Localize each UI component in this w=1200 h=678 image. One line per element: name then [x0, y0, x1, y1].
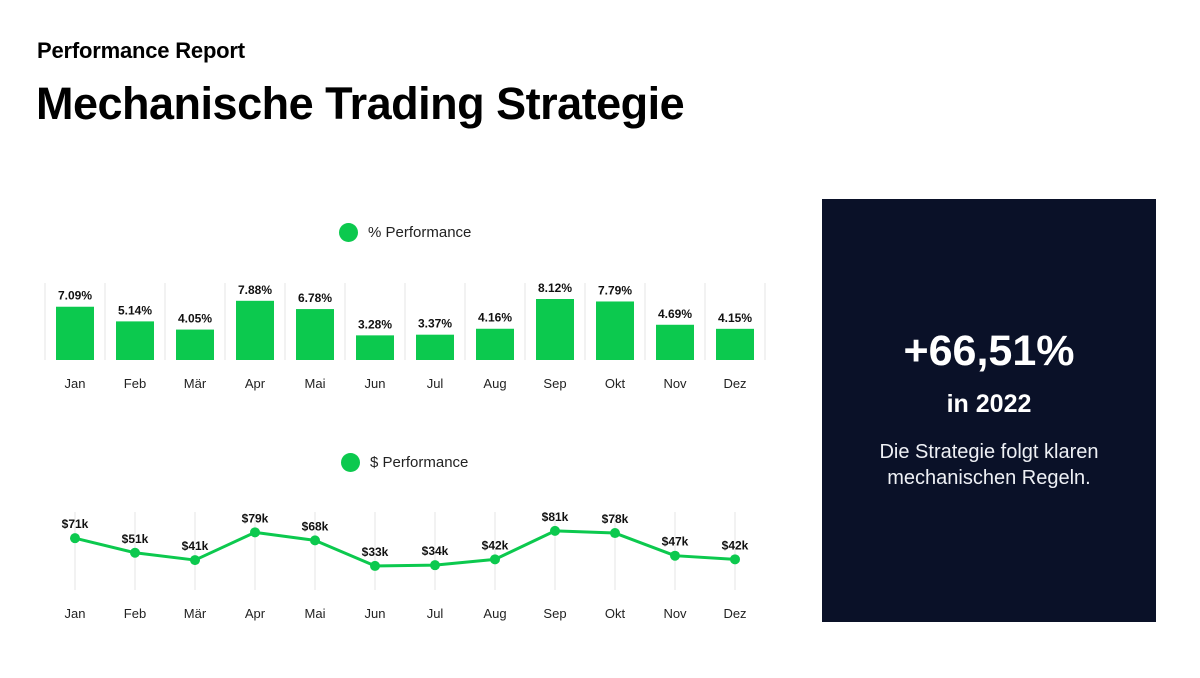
- bar-sep: [536, 299, 574, 360]
- bar-value-label: 5.14%: [118, 303, 152, 317]
- bar-value-label: 4.16%: [478, 311, 512, 325]
- kpi-period: in 2022: [946, 390, 1032, 418]
- line-point-feb: [130, 547, 140, 558]
- line-point-okt: [610, 528, 620, 539]
- line-point-apr: [250, 527, 260, 538]
- line-x-tick-label: Apr: [245, 606, 266, 621]
- line-value-label: $71k: [62, 517, 89, 531]
- bar-apr: [236, 300, 274, 360]
- line-chart-legend-label: $ Performance: [370, 454, 469, 471]
- line-value-label: $41k: [182, 539, 209, 553]
- bar-x-tick-label: Aug: [483, 376, 506, 391]
- bar-nov: [656, 324, 694, 360]
- line-value-label: $68k: [302, 519, 329, 533]
- kpi-panel: +66,51% in 2022 Die Strategie folgt klar…: [822, 199, 1156, 622]
- bar-x-tick-label: Jan: [65, 376, 86, 391]
- bar-x-tick-label: Jun: [365, 376, 386, 391]
- bar-value-label: 3.37%: [418, 317, 452, 331]
- line-x-tick-label: Mär: [184, 606, 207, 621]
- bar-value-label: 8.12%: [538, 281, 572, 295]
- legend-dot-icon: [339, 223, 358, 242]
- bar-value-label: 7.88%: [238, 283, 272, 297]
- bar-okt: [596, 301, 634, 360]
- line-x-tick-label: Sep: [543, 606, 566, 621]
- line-x-tick-label: Nov: [663, 606, 687, 621]
- line-point-mai: [310, 535, 320, 546]
- report-subtitle: Performance Report: [37, 38, 245, 63]
- bar-x-tick-label: Nov: [663, 376, 687, 391]
- bar-value-label: 3.28%: [358, 317, 392, 331]
- charts-svg: 7.09% Jan 5.14% Feb 4.05% Mär 7.88% Apr 6.78% Mai…: [44, 281, 766, 621]
- bar-value-label: 4.15%: [718, 311, 752, 325]
- line-point-jun: [370, 560, 380, 571]
- line-point-aug: [490, 554, 500, 565]
- line-value-label: $33k: [362, 545, 389, 559]
- bar-jun: [356, 335, 394, 360]
- line-point-dez: [730, 554, 740, 565]
- bar-x-tick-label: Mai: [305, 376, 326, 391]
- line-value-label: $47k: [662, 535, 689, 549]
- line-point-sep: [550, 525, 560, 536]
- line-point-mär: [190, 555, 200, 566]
- bar-x-tick-label: Apr: [245, 376, 266, 391]
- bar-mär: [176, 329, 214, 360]
- line-value-label: $42k: [482, 538, 509, 552]
- line-x-tick-label: Aug: [483, 606, 506, 621]
- line-x-tick-label: Okt: [605, 606, 626, 621]
- line-point-jan: [70, 533, 80, 544]
- line-x-tick-label: Mai: [305, 606, 326, 621]
- bar-x-tick-label: Sep: [543, 376, 566, 391]
- line-value-label: $81k: [542, 510, 569, 524]
- line-x-tick-label: Feb: [124, 606, 146, 621]
- bar-chart-legend-label: % Performance: [368, 224, 472, 241]
- line-x-tick-label: Jun: [365, 606, 386, 621]
- bar-x-tick-label: Dez: [723, 376, 746, 391]
- line-point-nov: [670, 550, 680, 561]
- page-title: Mechanische Trading Strategie: [36, 78, 685, 129]
- bar-dez: [716, 328, 754, 360]
- bar-x-tick-label: Mär: [184, 376, 207, 391]
- line-point-jul: [430, 560, 440, 571]
- bar-feb: [116, 321, 154, 360]
- line-value-label: $78k: [602, 512, 629, 526]
- bar-value-label: 4.05%: [178, 312, 212, 326]
- bar-value-label: 6.78%: [298, 291, 332, 305]
- line-x-tick-label: Dez: [723, 606, 746, 621]
- kpi-description: Die Strategie folgt klaren mechanischen …: [879, 441, 1099, 489]
- bar-x-tick-label: Okt: [605, 376, 626, 391]
- bar-chart-legend: % Performance: [339, 223, 471, 242]
- bar-value-label: 7.79%: [598, 283, 632, 297]
- line-x-tick-label: Jul: [427, 606, 444, 621]
- bar-x-tick-label: Feb: [124, 376, 146, 391]
- line-value-label: $34k: [422, 544, 449, 558]
- bar-jan: [56, 306, 94, 360]
- line-value-label: $79k: [242, 511, 269, 525]
- legend-dot-icon: [341, 453, 360, 472]
- line-x-tick-label: Jan: [65, 606, 86, 621]
- line-chart-legend: $ Performance: [341, 453, 468, 472]
- bar-x-tick-label: Jul: [427, 376, 444, 391]
- line-series-path: [74, 529, 736, 568]
- bar-jul: [416, 334, 454, 360]
- line-value-label: $42k: [722, 538, 749, 552]
- bar-mai: [296, 309, 334, 360]
- line-value-label: $51k: [122, 532, 149, 546]
- bar-value-label: 4.69%: [658, 307, 692, 321]
- bar-value-label: 7.09%: [58, 289, 92, 303]
- bar-aug: [476, 328, 514, 360]
- kpi-value: +66,51%: [903, 327, 1075, 375]
